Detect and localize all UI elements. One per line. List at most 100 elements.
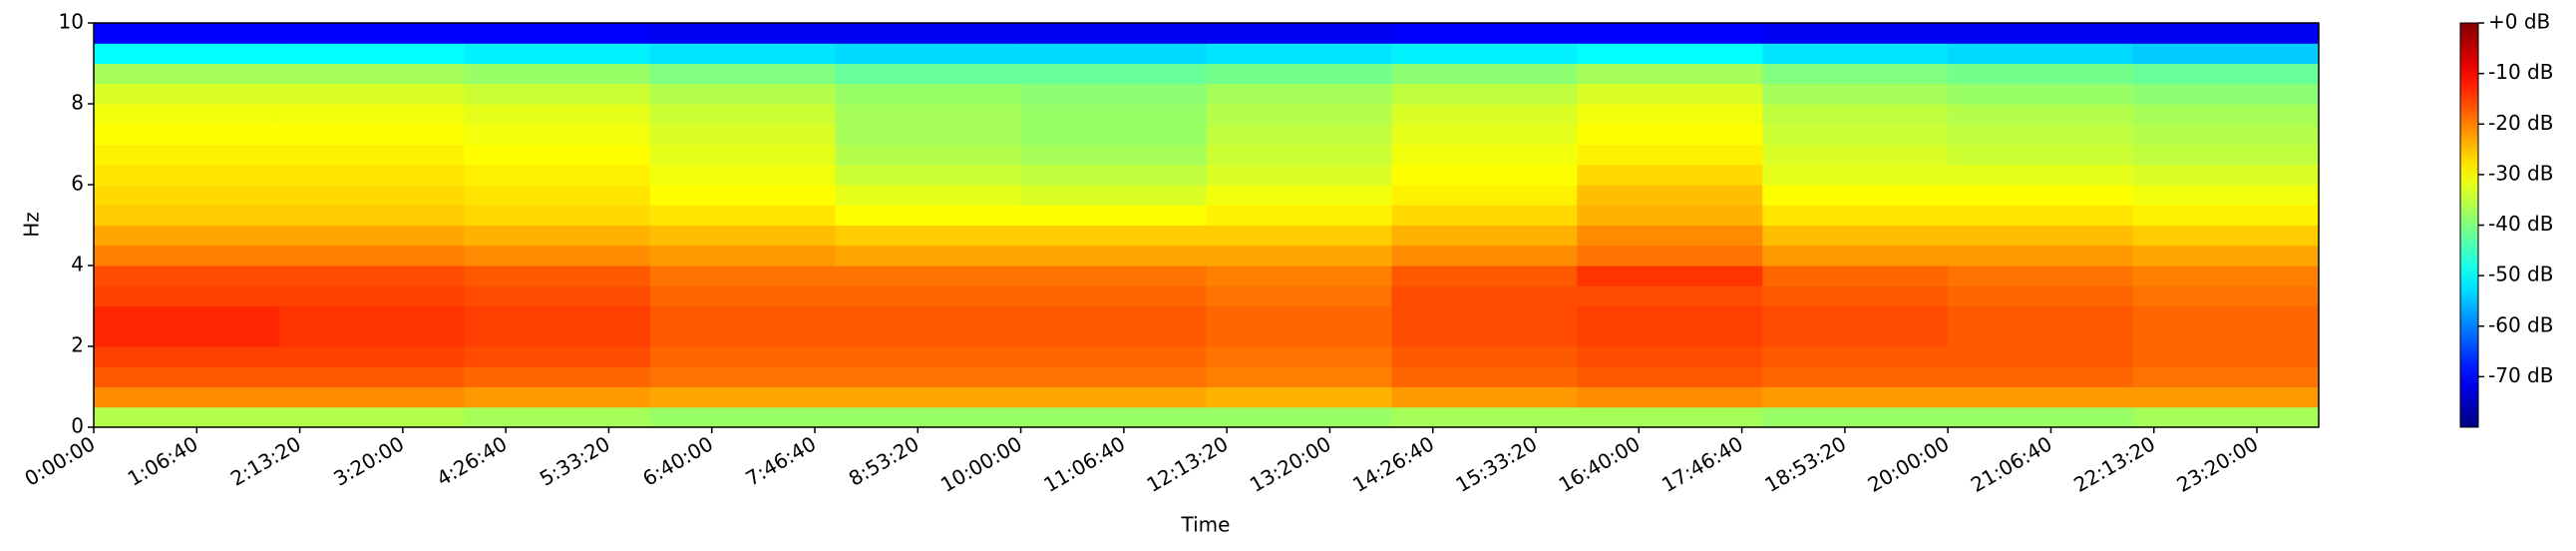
spectrogram-cell [464, 305, 651, 327]
spectrogram-cell [1762, 23, 1949, 44]
spectrogram-cell [464, 43, 651, 64]
colorbar-tick-label: +0 dB [2488, 10, 2550, 34]
spectrogram-cell [1206, 104, 1392, 125]
spectrogram-cell [94, 406, 280, 428]
spectrogram-cell [2133, 346, 2320, 367]
x-tick-label: 0:00:00 [20, 431, 99, 490]
spectrogram-cell [2133, 225, 2320, 247]
spectrogram-cell [649, 366, 837, 387]
spectrogram-cell [1206, 406, 1392, 428]
spectrogram-cell [2133, 164, 2320, 186]
spectrogram-cell [1762, 245, 1949, 267]
spectrogram-cell [1391, 185, 1578, 206]
spectrogram-cell [1762, 285, 1949, 306]
spectrogram-cell [1206, 225, 1392, 247]
spectrogram-cell [649, 23, 837, 44]
spectrogram-cell [649, 325, 837, 347]
spectrogram-cell [835, 23, 1022, 44]
spectrogram-cell [1206, 164, 1392, 186]
colorbar-tick-label: -50 dB [2488, 263, 2553, 286]
spectrogram-cell [2133, 245, 2320, 267]
spectrogram-cell [2133, 305, 2320, 327]
spectrogram-cell [1948, 144, 2134, 166]
spectrogram-cell [94, 305, 280, 327]
y-tick-label: 8 [71, 91, 84, 115]
spectrogram-cell [1577, 43, 1763, 64]
spectrogram-cell [1020, 366, 1207, 387]
spectrogram-cell [835, 164, 1022, 186]
spectrogram-cell [1577, 205, 1763, 226]
spectrogram-cell [1206, 205, 1392, 226]
spectrogram-cell [1391, 43, 1578, 64]
spectrogram-cell [2133, 205, 2320, 226]
spectrogram-cell [464, 124, 651, 145]
spectrogram-cell [1762, 305, 1949, 327]
x-tick-label: 13:20:00 [1246, 431, 1335, 497]
spectrogram-cell [278, 63, 466, 85]
spectrogram-cell [94, 43, 280, 64]
spectrogram-cell [1020, 406, 1207, 428]
x-tick-label: 2:13:20 [226, 431, 305, 490]
x-tick-label: 4:26:40 [433, 431, 512, 490]
spectrogram-cell [1948, 43, 2134, 64]
spectrogram-cell [464, 83, 651, 105]
spectrogram-cell [1391, 266, 1578, 286]
spectrogram-cell [649, 225, 837, 247]
spectrogram-cell [1206, 366, 1392, 387]
spectrogram-cell [2133, 325, 2320, 347]
spectrogram-cell [1948, 266, 2134, 286]
spectrogram-cell [2133, 124, 2320, 145]
plot-frame [93, 22, 2320, 428]
spectrogram-cell [1762, 63, 1949, 85]
spectrogram-cell [1948, 104, 2134, 125]
spectrogram-cell [278, 43, 466, 64]
spectrogram-cell [1948, 83, 2134, 105]
spectrogram-cell [1020, 325, 1207, 347]
spectrogram-cell [94, 63, 280, 85]
spectrogram-cell [1948, 366, 2134, 387]
spectrogram-cell [94, 23, 280, 44]
spectrogram-cell [1206, 63, 1392, 85]
spectrogram-cell [835, 63, 1022, 85]
spectrogram-cell [1391, 205, 1578, 226]
spectrogram-cell [278, 185, 466, 206]
spectrogram-cell [835, 285, 1022, 306]
spectrogram-cell [94, 124, 280, 145]
spectrogram-cell [1020, 124, 1207, 145]
spectrogram-cell [464, 325, 651, 347]
colorbar-tick-label: -60 dB [2488, 312, 2553, 336]
spectrogram-cell [1762, 346, 1949, 367]
spectrogram-cell [835, 83, 1022, 105]
spectrogram-cell [464, 225, 651, 247]
spectrogram-cell [2133, 104, 2320, 125]
spectrogram-cell [1020, 164, 1207, 186]
spectrogram-cell [94, 245, 280, 267]
spectrogram-cell [1206, 285, 1392, 306]
spectrogram-cell [1948, 386, 2134, 408]
spectrogram-cell [1577, 104, 1763, 125]
spectrogram-cell [2133, 386, 2320, 408]
colorbar-tick-label: -70 dB [2488, 363, 2553, 387]
spectrogram-cell [1577, 346, 1763, 367]
spectrogram-cell [464, 346, 651, 367]
spectrogram-cell [1762, 225, 1949, 247]
spectrogram-cell [94, 346, 280, 367]
spectrogram-cell [278, 205, 466, 226]
spectrogram-cell [1948, 305, 2134, 327]
spectrogram-cell [1762, 164, 1949, 186]
x-tick-label: 15:33:20 [1451, 431, 1541, 497]
spectrogram-cell [1762, 104, 1949, 125]
spectrogram-cell [278, 225, 466, 247]
spectrogram-cell [1948, 245, 2134, 267]
spectrogram-cell [278, 266, 466, 286]
spectrogram-cell [1577, 325, 1763, 347]
spectrogram-cell [649, 124, 837, 145]
spectrogram-cell [2133, 185, 2320, 206]
spectrogram-cell [1020, 225, 1207, 247]
x-axis-label: Time [1181, 513, 1231, 537]
spectrogram-cell [649, 406, 837, 428]
spectrogram-cell [1391, 366, 1578, 387]
spectrogram-cell [1020, 285, 1207, 306]
spectrogram-cell [649, 266, 837, 286]
spectrogram-cell [1762, 366, 1949, 387]
